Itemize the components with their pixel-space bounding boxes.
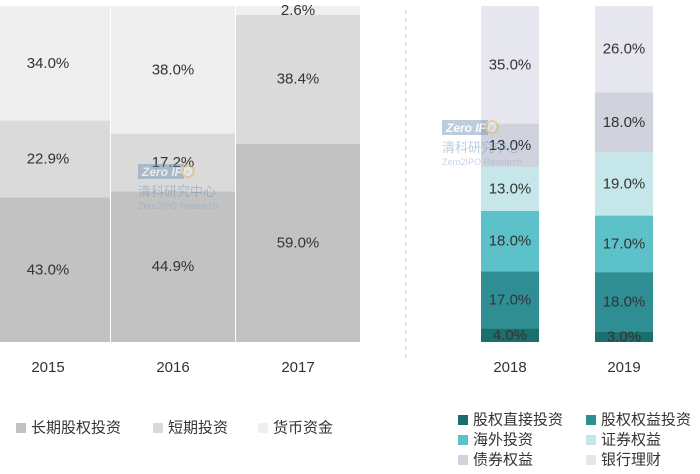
legend-label-1-1: 股权权益投资 [601, 412, 691, 429]
watermark-cn-text: 清科研究中心 [138, 184, 216, 199]
watermark-en-text: Zero2IPO Research [442, 157, 522, 167]
watermark-logo-box [138, 164, 184, 179]
data-label-2016-series-2: 38.0% [152, 61, 195, 78]
bar-2018-series-3 [481, 167, 539, 211]
legend-swatch-1-1 [586, 415, 596, 425]
data-label-2018-series-2: 18.0% [489, 233, 532, 250]
bar-2018-series-2 [481, 210, 539, 272]
data-label-2018-series-5: 35.0% [489, 56, 532, 73]
watermark-ring-icon [181, 164, 195, 178]
data-label-2017-series-1: 38.4% [277, 71, 320, 88]
bar-2016-series-0 [111, 191, 235, 342]
data-label-2019-series-0: 3.0% [607, 329, 641, 346]
data-label-2015-series-0: 43.0% [27, 261, 70, 278]
bar-2018-series-0 [481, 328, 539, 342]
bar-2016-series-1 [111, 133, 235, 192]
watermark-ring-icon [485, 120, 499, 134]
data-label-2018-series-3: 13.0% [489, 181, 532, 198]
data-label-2015-series-2: 34.0% [27, 55, 70, 72]
legend-label-0-2: 货币资金 [273, 420, 333, 437]
legend-swatch-0-1 [153, 423, 163, 433]
data-label-2018-series-4: 13.0% [489, 137, 532, 154]
legend-swatch-0-0 [16, 423, 26, 433]
bar-2018-series-5 [481, 6, 539, 124]
x-tick-2016: 2016 [156, 359, 189, 376]
bar-2019-series-2 [595, 215, 653, 273]
legend-swatch-1-3 [586, 435, 596, 445]
bar-2016-series-2 [111, 6, 235, 134]
bar-2019-series-0 [595, 332, 653, 342]
bar-2015-series-2 [0, 6, 110, 121]
legend-label-1-5: 银行理财 [601, 452, 661, 469]
bar-2019-series-1 [595, 272, 653, 333]
watermark-en-text: Zero2IPO Research [138, 201, 218, 211]
data-label-2019-series-3: 19.0% [603, 175, 646, 192]
bar-2017-series-2 [236, 6, 360, 15]
data-label-2018-series-1: 17.0% [489, 292, 532, 309]
watermark-logo: Zero IPO 清科研究中心 Zero2IPO Research [138, 164, 218, 211]
bar-2017-series-1 [236, 14, 360, 144]
data-label-2015-series-1: 22.9% [27, 151, 70, 168]
legend-label-1-3: 证券权益 [601, 432, 661, 449]
watermark-logo-box [442, 120, 488, 135]
watermark-logo-text: Zero IPO [141, 165, 193, 179]
legend-swatch-0-2 [258, 423, 268, 433]
bar-2018-series-4 [481, 123, 539, 168]
watermark-logo: Zero IPO 清科研究中心 Zero2IPO Research [442, 120, 522, 167]
bar-2019-series-3 [595, 152, 653, 216]
x-tick-2017: 2017 [281, 359, 314, 376]
bar-2015-series-1 [0, 120, 110, 198]
legend-label-0-1: 短期投资 [168, 420, 228, 437]
data-label-2019-series-4: 18.0% [603, 114, 646, 131]
data-label-2017-series-2: 2.6% [281, 2, 315, 19]
legend-swatch-1-0 [458, 415, 468, 425]
data-label-2019-series-1: 18.0% [603, 294, 646, 311]
watermark-cn-text: 清科研究中心 [442, 140, 520, 155]
x-tick-2015: 2015 [31, 359, 64, 376]
bar-2019-series-5 [595, 6, 653, 93]
data-label-2017-series-0: 59.0% [277, 234, 320, 251]
bar-2015-series-0 [0, 197, 110, 342]
watermark-logo-text: Zero IPO [445, 121, 497, 135]
data-label-2016-series-1: 17.2% [152, 154, 195, 171]
data-label-2019-series-2: 17.0% [603, 235, 646, 252]
data-label-2019-series-5: 26.0% [603, 41, 646, 58]
legend-label-1-0: 股权直接投资 [473, 412, 563, 429]
bar-2019-series-4 [595, 92, 653, 153]
bar-2017-series-0 [236, 143, 360, 342]
legend-label-0-0: 长期股权投资 [31, 420, 121, 437]
legend-label-1-2: 海外投资 [473, 432, 533, 449]
data-label-2016-series-0: 44.9% [152, 258, 195, 275]
bar-2018-series-1 [481, 271, 539, 329]
legend-swatch-1-2 [458, 435, 468, 445]
data-label-2018-series-0: 4.0% [493, 327, 527, 344]
x-tick-2019: 2019 [607, 359, 640, 376]
legend-swatch-1-4 [458, 455, 468, 465]
legend-label-1-4: 债券权益 [473, 452, 533, 469]
x-tick-2018: 2018 [493, 359, 526, 376]
legend-swatch-1-5 [586, 455, 596, 465]
